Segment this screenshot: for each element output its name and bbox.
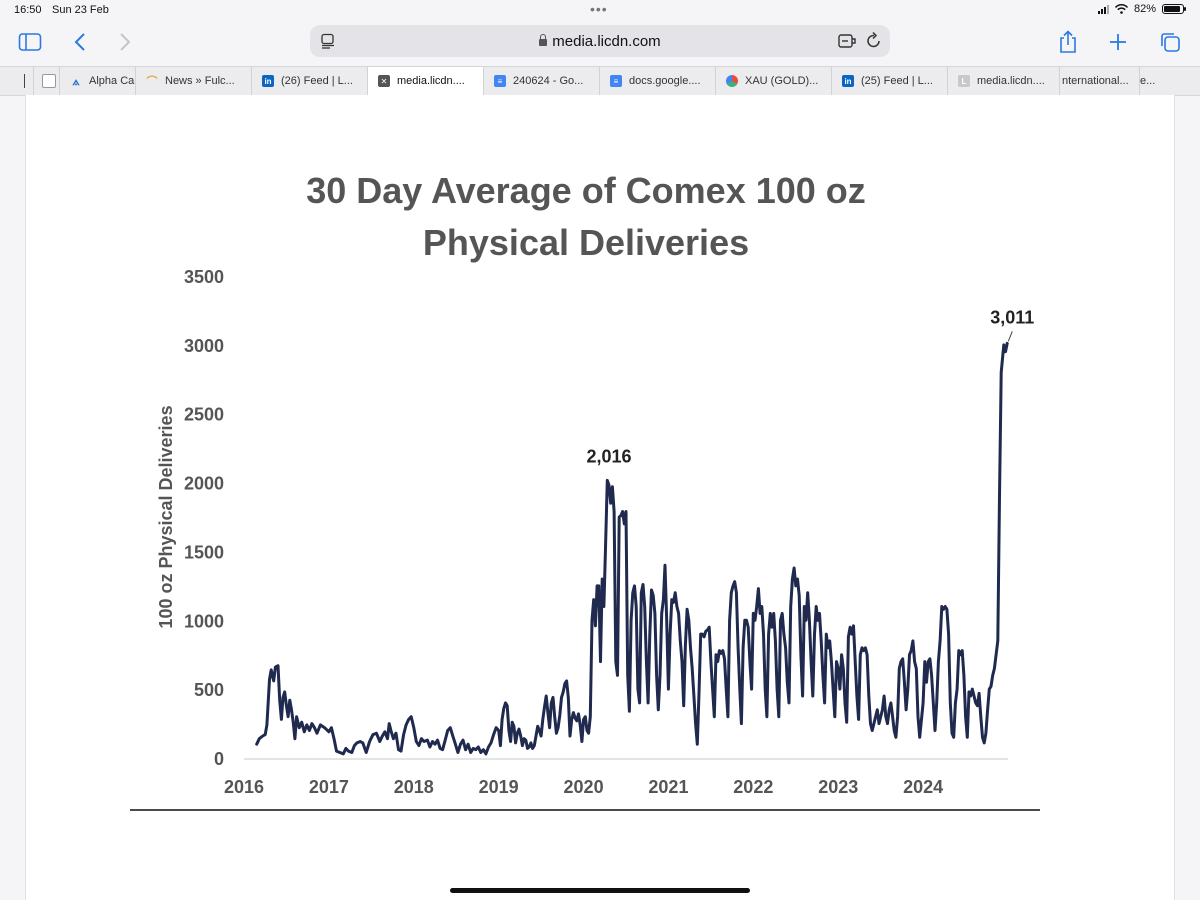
- tab-1[interactable]: [34, 67, 60, 95]
- annotation-label: 3,011: [990, 307, 1034, 327]
- battery-percent: 82%: [1133, 3, 1156, 15]
- tab-6[interactable]: ≡ 240624 - Go...: [484, 67, 600, 95]
- tab-4[interactable]: in (26) Feed | L...: [252, 67, 368, 95]
- tab-9[interactable]: in (25) Feed | L...: [832, 67, 948, 95]
- back-arrow-icon[interactable]: [66, 28, 94, 56]
- y-tick-label: 2000: [184, 474, 224, 494]
- address-bar[interactable]: media.licdn.com: [310, 25, 890, 57]
- tab-7[interactable]: ≡ docs.google....: [600, 67, 716, 95]
- series-line: [255, 341, 1009, 756]
- new-tab-icon[interactable]: [1104, 28, 1132, 56]
- share-icon[interactable]: [1054, 28, 1082, 56]
- tab-label: nternational...: [1062, 75, 1129, 87]
- chart-title-line-1: 30 Day Average of Comex 100 oz: [306, 170, 866, 211]
- tab-overview-icon[interactable]: [1156, 28, 1184, 56]
- page-content: 30 Day Average of Comex 100 oz Physical …: [25, 95, 1175, 900]
- tab-bar: ⟑ Alpha Ca ⌒ News » Fulc... in (26) Feed…: [0, 66, 1200, 96]
- tradingview-icon: [726, 75, 738, 87]
- translate-extension-icon[interactable]: [838, 33, 856, 54]
- y-tick-label: 3000: [184, 336, 224, 356]
- tab-10[interactable]: L media.licdn....: [948, 67, 1060, 95]
- tab-8[interactable]: XAU (GOLD)...: [716, 67, 832, 95]
- y-tick-label: 2500: [184, 405, 224, 425]
- google-docs-icon: ≡: [494, 75, 506, 87]
- alpha-icon: ⟑: [72, 73, 80, 88]
- y-tick-label: 3500: [184, 267, 224, 287]
- y-axis-label: 100 oz Physical Deliveries: [156, 405, 176, 628]
- x-tick-label: 2021: [648, 777, 688, 797]
- x-tick-label: 2017: [309, 777, 349, 797]
- status-bar: 16:50 Sun 23 Feb ••• 82%: [0, 0, 1200, 20]
- annotation-label: 2,016: [586, 446, 631, 466]
- tab-11[interactable]: nternational...: [1060, 67, 1140, 95]
- cellular-signal-icon: [1097, 4, 1109, 14]
- chart-title-line-2: Physical Deliveries: [422, 222, 750, 263]
- tab-label: docs.google....: [629, 75, 701, 87]
- lock-icon: [539, 34, 548, 46]
- reload-icon[interactable]: [866, 31, 882, 55]
- document-icon: [42, 74, 56, 88]
- tab-12[interactable]: e...: [1138, 67, 1178, 95]
- battery-icon: [1162, 4, 1186, 14]
- annotation-leader-line: [1007, 331, 1013, 342]
- x-tick-label: 2024: [903, 777, 943, 797]
- close-icon[interactable]: ✕: [378, 75, 390, 87]
- tab-0[interactable]: [0, 67, 34, 95]
- x-tick-label: 2022: [733, 777, 773, 797]
- tab-5-active[interactable]: ✕ media.licdn....: [368, 67, 484, 95]
- google-docs-icon: ≡: [610, 75, 622, 87]
- wifi-icon: [1114, 4, 1128, 14]
- reader-view-icon[interactable]: [320, 33, 336, 54]
- browser-toolbar: media.licdn.com: [0, 20, 1200, 64]
- status-indicators: 82%: [1097, 3, 1186, 15]
- y-tick-label: 500: [194, 680, 224, 700]
- linkedin-icon: in: [842, 75, 854, 87]
- tab-label: XAU (GOLD)...: [745, 75, 819, 87]
- tab-label: (25) Feed | L...: [861, 75, 933, 87]
- tab-label: News » Fulc...: [165, 75, 235, 87]
- x-tick-label: 2020: [564, 777, 604, 797]
- tab-2[interactable]: ⟑ Alpha Ca: [60, 67, 136, 95]
- licdn-icon: L: [958, 75, 970, 87]
- tab-label: (26) Feed | L...: [281, 75, 353, 87]
- sidebar-toggle-icon[interactable]: [16, 28, 44, 56]
- tab-label: media.licdn....: [977, 75, 1045, 87]
- chart-title: 30 Day Average of Comex 100 oz Physical …: [276, 165, 896, 269]
- x-tick-label: 2023: [818, 777, 858, 797]
- fulcrum-icon: ⌒: [146, 76, 158, 88]
- url-text: media.licdn.com: [552, 33, 661, 50]
- linkedin-icon: in: [262, 75, 274, 87]
- tab-3[interactable]: ⌒ News » Fulc...: [136, 67, 252, 95]
- status-time: 16:50: [14, 4, 42, 16]
- x-tick-label: 2019: [479, 777, 519, 797]
- status-date: Sun 23 Feb: [52, 4, 109, 16]
- multitasking-dots-icon[interactable]: •••: [590, 1, 608, 17]
- home-indicator: [450, 888, 750, 893]
- tab-label: 240624 - Go...: [513, 75, 584, 87]
- tab-label: Alpha Ca: [89, 75, 135, 87]
- url-field[interactable]: media.licdn.com: [310, 33, 890, 50]
- y-tick-label: 0: [214, 749, 224, 769]
- tab-label: e...: [1140, 75, 1156, 87]
- x-tick-label: 2018: [394, 777, 434, 797]
- forward-arrow-icon[interactable]: [111, 28, 139, 56]
- tab-label: media.licdn....: [397, 75, 465, 87]
- x-tick-label: 2016: [224, 777, 264, 797]
- y-tick-label: 1000: [184, 611, 224, 631]
- y-tick-label: 1500: [184, 542, 224, 562]
